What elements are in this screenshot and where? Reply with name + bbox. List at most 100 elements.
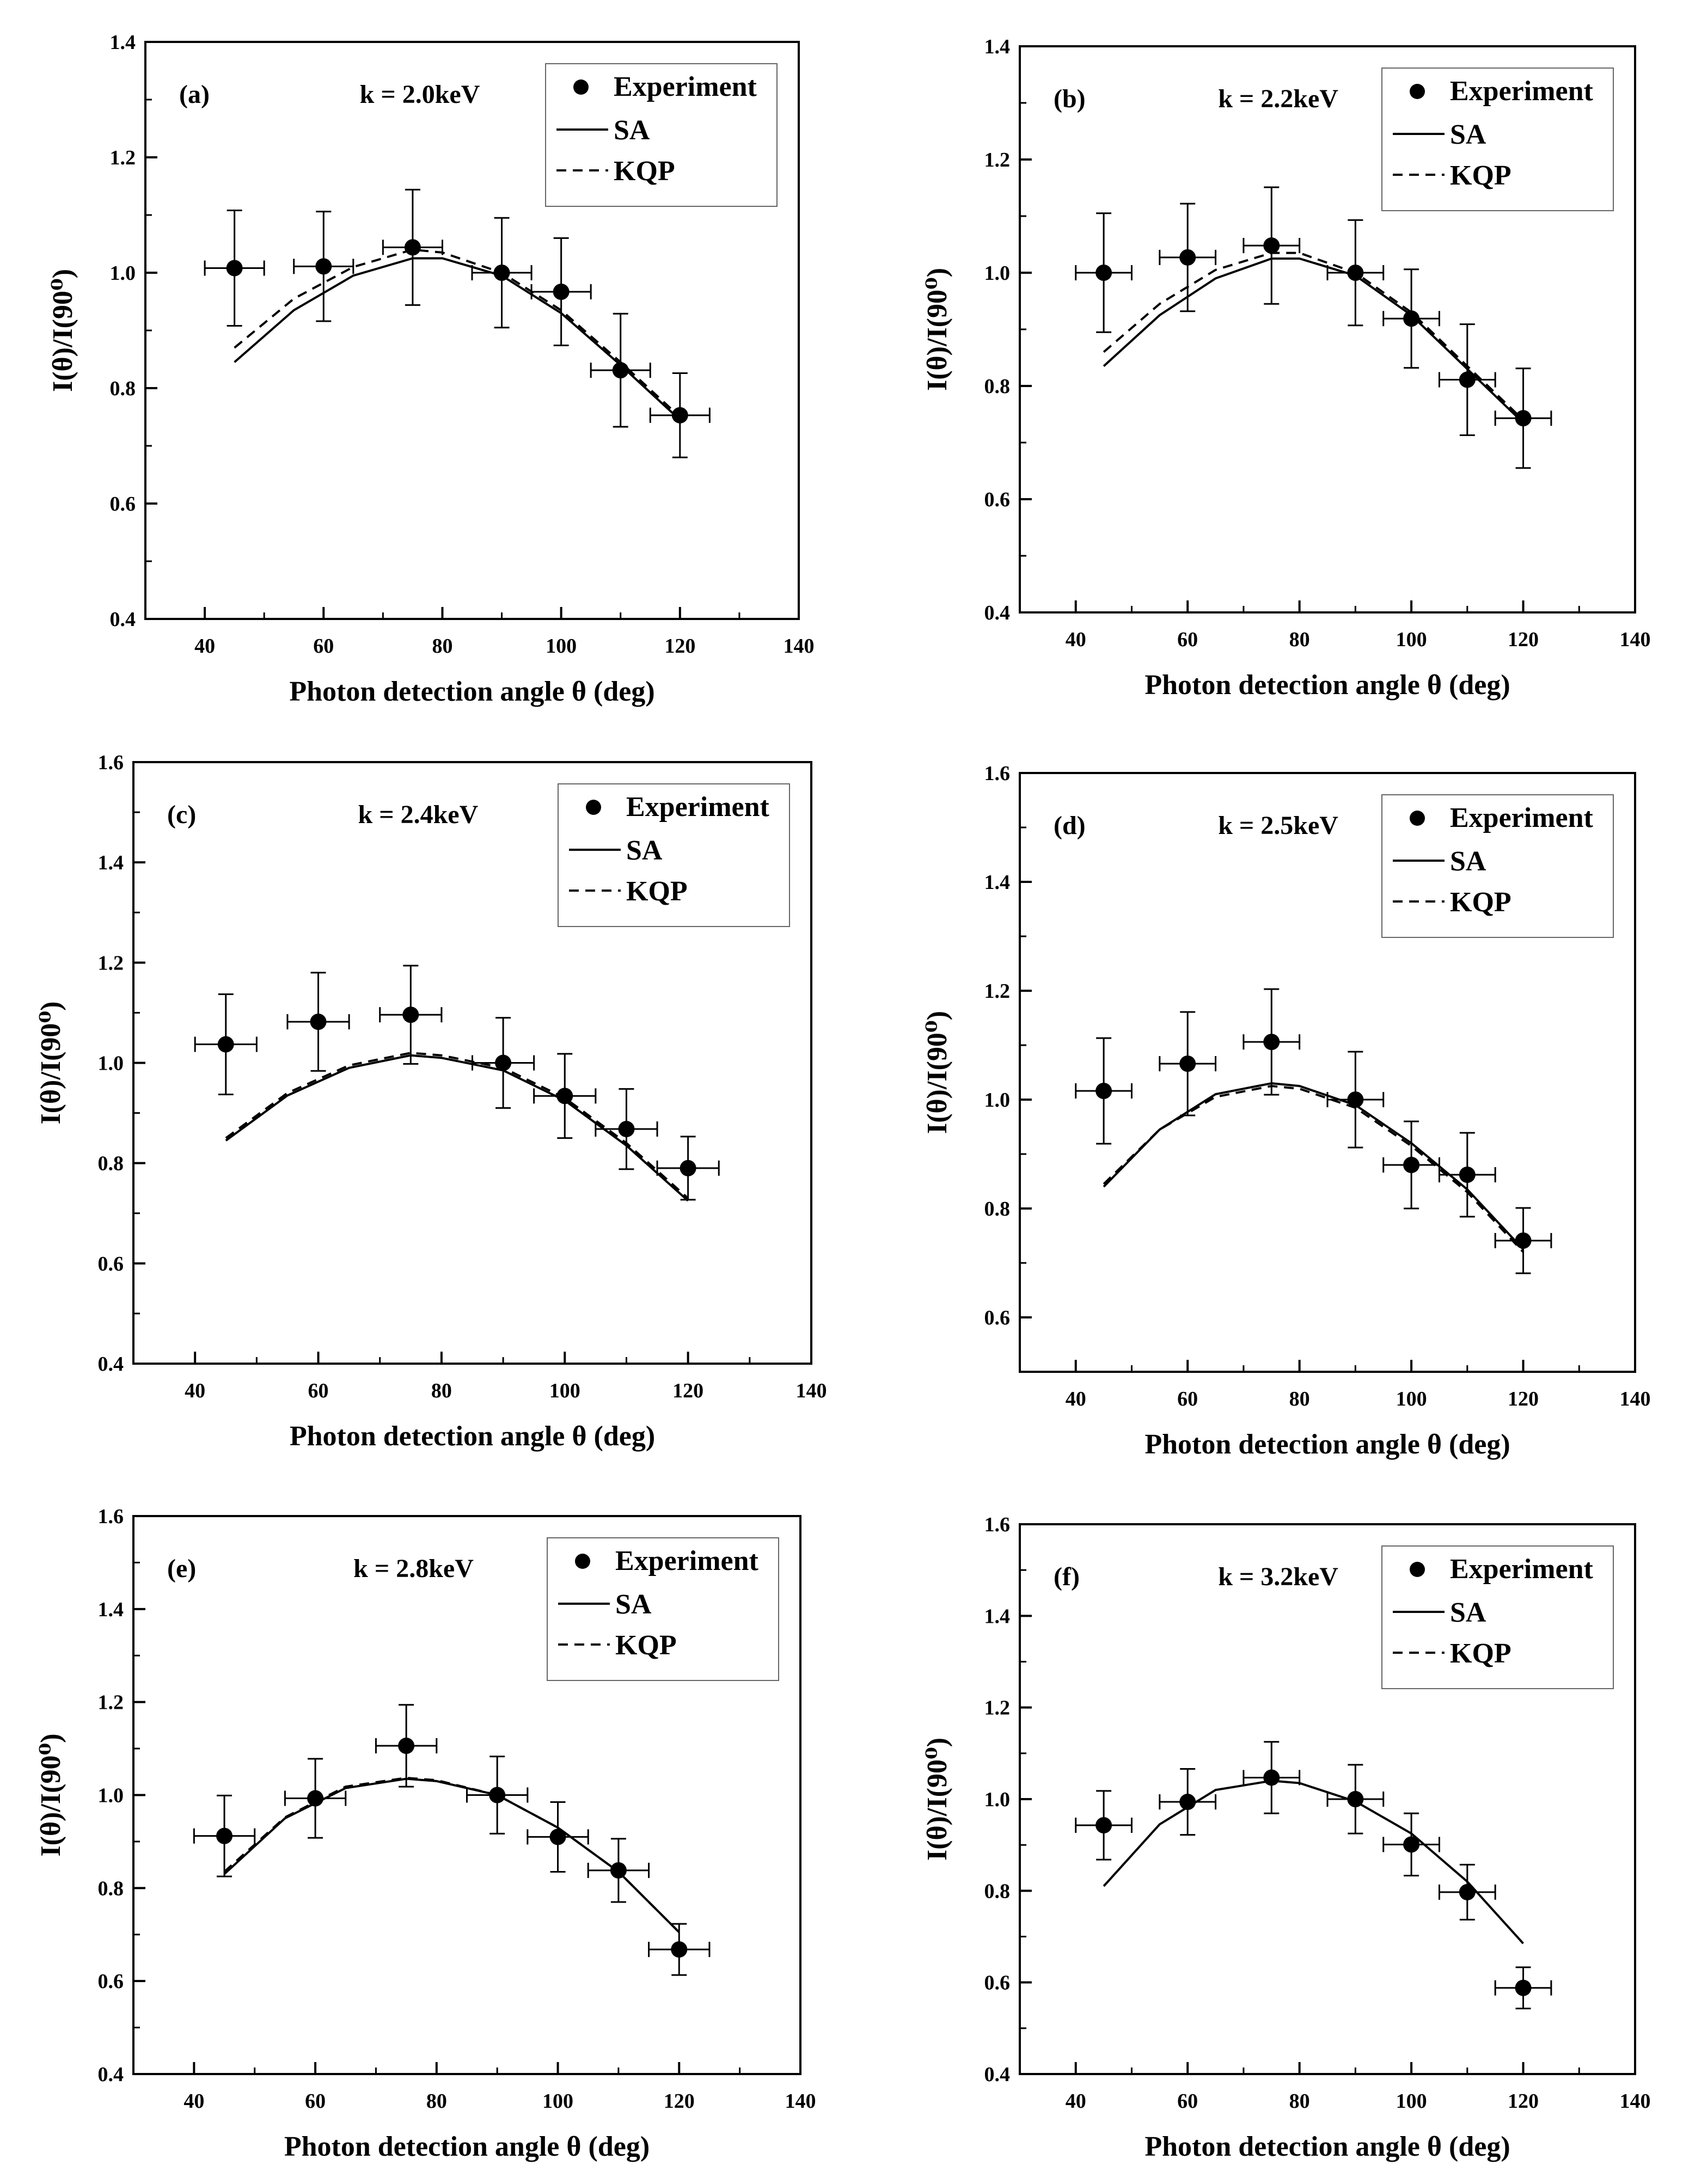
y-tick-label: 1.4 (984, 1605, 1011, 1628)
panel-label: (a) (179, 80, 210, 109)
legend-label-sa: SA (1450, 1597, 1486, 1628)
chart-panel-e: 40 60 80 100 120 140 0.4 0.6 0.8 1.0 1.2 1.4 1.6 Phot… (35, 1505, 816, 2162)
sa-curve (223, 1777, 680, 1933)
x-axis-label: Photon detection angle θ (deg) (284, 2131, 650, 2162)
y-tick-label: 0.8 (984, 375, 1011, 398)
experiment-marker (1347, 1791, 1364, 1807)
experiment-marker (1403, 1836, 1420, 1853)
legend-marker-experiment (586, 800, 601, 815)
x-tick-label: 60 (313, 635, 334, 658)
experiment-marker (1515, 1979, 1532, 1996)
panel-label: (b) (1054, 84, 1086, 113)
y-tick-label: 0.6 (98, 1253, 124, 1275)
x-tick-label: 60 (1177, 628, 1198, 651)
experiment-marker (1096, 1083, 1112, 1099)
experiment-marker (315, 258, 332, 275)
experiment-point (656, 1136, 720, 1201)
energy-label: k = 2.0keV (360, 80, 480, 109)
sa-curve (225, 1054, 689, 1202)
legend-label-experiment: Experiment (1450, 802, 1594, 833)
x-tick-label: 120 (1508, 2090, 1539, 2113)
experiment-point (1382, 268, 1440, 369)
experiment-marker (489, 1787, 506, 1803)
x-tick-label: 80 (1289, 2090, 1310, 2113)
y-tick-label: 0.6 (110, 493, 136, 516)
experiment-marker (618, 1121, 635, 1138)
experiment-marker (610, 1862, 627, 1879)
x-tick-label: 140 (1620, 1388, 1651, 1410)
x-tick-label: 40 (194, 635, 215, 658)
y-tick-label: 1.2 (110, 146, 136, 169)
chart-panel-c: 40 60 80 100 120 140 0.4 0.6 0.8 1.0 1.2 1.4 1.6 Phot… (35, 751, 827, 1452)
x-tick-label: 120 (664, 635, 695, 658)
x-tick-label: 80 (426, 2090, 447, 2113)
legend-label-sa: SA (1450, 846, 1486, 877)
x-tick-label: 140 (784, 635, 815, 658)
experiment-marker (1096, 265, 1112, 281)
experiment-marker (1179, 249, 1196, 266)
x-tick-label: 40 (1066, 2090, 1086, 2113)
experiment-marker (556, 1088, 573, 1105)
experiment-marker (671, 407, 688, 424)
y-axis-label: I(θ)/I(90⁰) (922, 1738, 953, 1861)
x-axis-label: Photon detection angle θ (deg) (290, 1421, 655, 1452)
y-tick-label: 0.6 (984, 1306, 1011, 1329)
experiment-point (194, 993, 258, 1096)
x-axis-label: Photon detection angle θ (deg) (1145, 670, 1510, 701)
x-tick-label: 40 (185, 1379, 205, 1402)
energy-label: k = 2.5keV (1218, 811, 1338, 840)
experiment-point (530, 237, 592, 347)
experiment-point (1382, 1120, 1440, 1210)
legend-label-kqp: KQP (626, 876, 688, 907)
y-tick-label: 1.6 (984, 762, 1011, 785)
experiment-point (527, 1801, 589, 1873)
legend-label-sa: SA (1450, 119, 1486, 150)
legend: Experiment SA KQP (545, 63, 778, 207)
energy-label: k = 2.8keV (353, 1554, 474, 1583)
legend-label-kqp: KQP (1450, 160, 1511, 191)
experiment-marker (404, 239, 421, 256)
panel-label: (e) (167, 1554, 196, 1583)
experiment-point (1326, 1764, 1385, 1835)
experiment-point (1438, 1863, 1496, 1921)
legend-label-kqp: KQP (1450, 887, 1511, 918)
legend: Experiment SA KQP (1381, 794, 1614, 938)
y-tick-label: 1.2 (984, 980, 1011, 1003)
experiment-point (1243, 186, 1301, 305)
legend: Experiment SA KQP (547, 1537, 779, 1681)
experiment-point (1438, 323, 1496, 436)
experiment-point (595, 1088, 658, 1170)
sa-curve (1103, 257, 1524, 424)
x-tick-label: 140 (1620, 628, 1651, 651)
y-tick-label: 0.6 (984, 1972, 1011, 1995)
y-tick-label: 1.0 (984, 262, 1011, 285)
x-tick-label: 60 (1177, 1388, 1198, 1410)
y-tick-label: 1.6 (98, 1505, 124, 1528)
experiment-marker (1263, 1034, 1280, 1050)
legend-label-sa: SA (615, 1589, 652, 1620)
legend-label-experiment: Experiment (614, 71, 757, 102)
experiment-point (466, 1756, 529, 1835)
experiment-point (1494, 1207, 1552, 1274)
experiment-marker (1263, 1769, 1280, 1786)
experiment-marker (1459, 1167, 1476, 1183)
y-axis-label: I(θ)/I(90⁰) (922, 1011, 953, 1134)
experiment-point (1243, 1741, 1301, 1814)
y-tick-label: 0.8 (110, 377, 136, 400)
experiment-marker (1096, 1817, 1112, 1833)
legend-label-sa: SA (614, 115, 650, 146)
experiment-point (1438, 1132, 1496, 1218)
experiment-marker (402, 1007, 419, 1023)
x-tick-label: 140 (785, 2090, 816, 2113)
experiment-point (284, 1758, 347, 1839)
experiment-point (204, 210, 265, 327)
kqp-curve (225, 1052, 689, 1199)
y-tick-label: 1.2 (98, 952, 124, 974)
x-axis-label: Photon detection angle θ (deg) (1145, 1429, 1510, 1460)
legend: Experiment SA KQP (1381, 1545, 1614, 1689)
chart-panel-f: 40 60 80 100 120 140 0.4 0.6 0.8 1.0 1.2 1.4 1.6 Phot… (922, 1513, 1651, 2162)
y-axis-label: I(θ)/I(90⁰) (35, 1733, 66, 1856)
legend-marker-experiment (1410, 811, 1425, 826)
experiment-point (1075, 212, 1133, 333)
legend-label-experiment: Experiment (1450, 1554, 1594, 1585)
